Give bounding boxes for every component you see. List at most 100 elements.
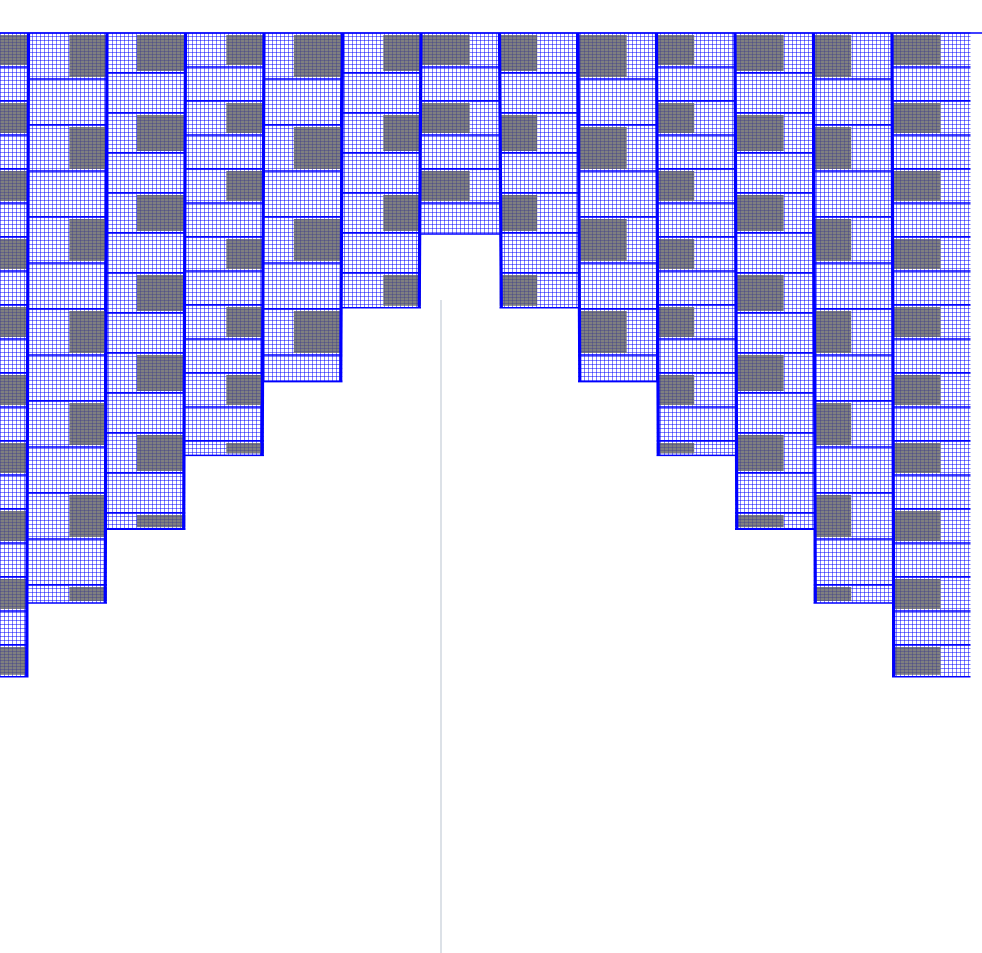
dense-mesh-band (735, 355, 784, 391)
dense-mesh-band (656, 443, 695, 454)
dense-mesh-band (813, 495, 852, 537)
dense-mesh-band (892, 103, 941, 133)
dense-mesh-band (892, 647, 941, 675)
dense-mesh-band (813, 127, 852, 169)
dense-mesh-band (226, 35, 264, 65)
dense-mesh-band (735, 115, 784, 151)
dense-mesh-band (499, 275, 538, 306)
mesh-column (578, 32, 657, 383)
mesh-column (0, 32, 29, 678)
dense-mesh-band (813, 587, 852, 601)
dense-mesh-band (136, 435, 186, 471)
dense-mesh-band (499, 115, 538, 151)
dense-mesh-band (226, 239, 264, 269)
dense-mesh-band (136, 195, 186, 231)
column-boundary (25, 32, 31, 677)
mesh-column (107, 32, 186, 530)
dense-mesh-band (69, 403, 107, 445)
dense-mesh-band (421, 35, 470, 65)
dense-mesh-band (735, 515, 784, 528)
dense-mesh-band (735, 195, 784, 231)
dense-mesh-band (226, 375, 264, 405)
dense-mesh-band (813, 403, 852, 445)
dense-mesh-band (892, 35, 941, 65)
mesh-column (656, 32, 735, 457)
mesh-columns (0, 32, 982, 678)
dense-mesh-band (656, 375, 695, 405)
dense-mesh-band (421, 171, 470, 201)
mesh-column (185, 32, 264, 457)
dense-mesh-band (226, 171, 264, 201)
dense-mesh-band (136, 115, 186, 151)
column-boundary (260, 32, 266, 456)
dense-mesh-band (0, 511, 29, 541)
mesh-column (264, 32, 343, 383)
dense-mesh-band (892, 375, 941, 405)
dense-mesh-band (578, 35, 627, 77)
column-boundary (339, 32, 345, 382)
dense-mesh-band (892, 579, 941, 609)
dense-mesh-band (69, 587, 107, 601)
dense-mesh-band (656, 239, 695, 269)
dense-mesh-band (892, 307, 941, 337)
mesh-column (499, 32, 578, 309)
mesh-column-body (499, 33, 578, 308)
dense-mesh-band (293, 219, 343, 261)
dense-mesh-band (421, 103, 470, 133)
dense-mesh-band (892, 239, 941, 269)
dense-mesh-band (383, 275, 421, 306)
mesh-column (421, 32, 500, 235)
dense-mesh-band (226, 103, 264, 133)
dense-mesh-band (656, 171, 695, 201)
dense-mesh-band (0, 375, 29, 405)
column-boundary (576, 32, 582, 382)
dense-mesh-band (0, 647, 29, 675)
dense-mesh-band (892, 511, 941, 541)
mesh-column (892, 32, 971, 678)
dense-mesh-band (656, 307, 695, 337)
dense-mesh-band (499, 35, 538, 71)
dense-mesh-band (293, 35, 343, 77)
column-boundary (182, 32, 188, 530)
dense-mesh-band (69, 495, 107, 537)
dense-mesh-band (499, 195, 538, 231)
dense-mesh-band (226, 443, 264, 454)
dense-mesh-band (656, 103, 695, 133)
mesh-column-body (342, 33, 421, 308)
dense-mesh-band (69, 311, 107, 353)
dense-mesh-band (0, 239, 29, 269)
dense-mesh-band (813, 219, 852, 261)
dense-mesh-band (69, 35, 107, 77)
dense-mesh-band (735, 435, 784, 471)
column-boundary (103, 32, 109, 604)
dense-mesh-band (69, 219, 107, 261)
column-boundary (417, 32, 423, 308)
dense-mesh-band (69, 127, 107, 169)
dense-mesh-band (578, 311, 627, 353)
mesh-column (342, 32, 421, 309)
dense-mesh-band (226, 307, 264, 337)
column-boundary (811, 32, 817, 604)
dense-mesh-band (383, 115, 421, 151)
mesh-column (735, 32, 814, 530)
mesh-column (813, 32, 892, 604)
dense-mesh-band (136, 275, 186, 311)
dense-mesh-band (735, 35, 784, 71)
dense-mesh-band (578, 127, 627, 169)
mesh-column-body (892, 33, 971, 677)
dense-mesh-band (293, 311, 343, 353)
dense-mesh-band (656, 35, 695, 65)
dense-mesh-band (383, 195, 421, 231)
dense-mesh-band (0, 443, 29, 473)
dense-mesh-band (383, 35, 421, 71)
dense-mesh-band (136, 35, 186, 71)
dense-mesh-band (0, 171, 29, 201)
column-boundary (654, 32, 660, 456)
dense-mesh-band (0, 579, 29, 609)
column-boundary (497, 32, 503, 308)
mesh-column (28, 32, 107, 604)
dense-mesh-band (735, 275, 784, 311)
dense-mesh-band (813, 35, 852, 77)
dense-mesh-band (136, 355, 186, 391)
